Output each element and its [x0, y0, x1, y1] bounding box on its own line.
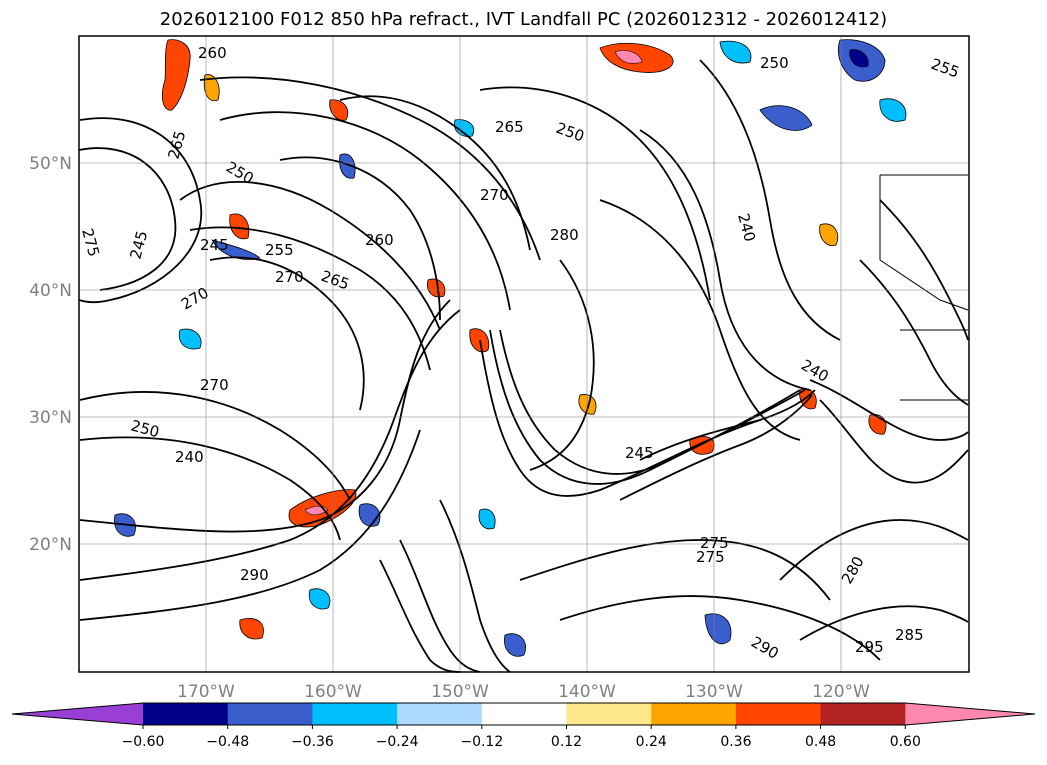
colorbar-tick-label: −0.24 — [376, 734, 419, 750]
gridlines — [79, 36, 969, 672]
lon-label: 130°W — [685, 682, 743, 702]
contour-label: 260 — [198, 44, 227, 62]
contour-label: 260 — [365, 231, 394, 249]
contour-label: 270 — [275, 268, 304, 286]
colorbar-segment — [735, 703, 822, 725]
colorbar: −0.60 −0.48 −0.36 −0.24 −0.12 0.12 0.24 0.36 0.4… — [11, 702, 1036, 750]
colorbar-tick-label: 0.60 — [890, 734, 921, 750]
colorbar-tick-label: 0.36 — [720, 734, 751, 750]
contour-label: 245 — [200, 236, 229, 254]
colorbar-segment — [481, 703, 567, 725]
contour-label: 245 — [625, 444, 654, 462]
colorbar-segment — [227, 703, 313, 725]
coastlines — [879, 174, 969, 401]
contour-label: 270 — [200, 376, 229, 394]
lat-label: 30°N — [29, 408, 72, 428]
colorbar-segment — [820, 703, 906, 725]
contour-label: 270 — [480, 186, 509, 204]
colorbar-tick-label: −0.48 — [206, 734, 249, 750]
colorbar-extend-low — [12, 703, 143, 725]
colorbar-segment — [143, 703, 229, 725]
contour-label: 275 — [700, 534, 729, 552]
colorbar-segment — [312, 703, 398, 725]
contour-label: 265 — [495, 118, 524, 136]
map-frame — [78, 35, 970, 673]
lat-label: 50°N — [29, 154, 72, 174]
colorbar-tick-label: 0.48 — [805, 734, 836, 750]
longitude-labels: 170°W 160°W 150°W 140°W 130°W 120°W — [177, 682, 870, 702]
lon-label: 140°W — [558, 682, 616, 702]
contour-label: 275 — [696, 548, 725, 566]
map-title: 2026012100 F012 850 hPa refract., IVT La… — [159, 9, 888, 30]
lon-label: 150°W — [431, 682, 489, 702]
colorbar-segment — [397, 703, 483, 725]
lat-label: 20°N — [29, 535, 72, 555]
lon-label: 120°W — [812, 682, 870, 702]
contour-label: 295 — [855, 638, 884, 656]
lat-label: 40°N — [29, 281, 72, 301]
contour-label: 250 — [760, 54, 789, 72]
colorbar-tick-label: −0.36 — [291, 734, 334, 750]
colorbar-tick-label: 0.12 — [551, 734, 582, 750]
contour-label: 280 — [550, 226, 579, 244]
lon-label: 160°W — [304, 682, 362, 702]
colorbar-extend-high — [905, 703, 1035, 725]
contour-lines — [78, 59, 969, 673]
contour-label: 255 — [265, 241, 294, 259]
colorbar-tick-label: −0.60 — [122, 734, 165, 750]
colorbar-tick-label: 0.24 — [636, 734, 667, 750]
colorbar-segment — [566, 703, 652, 725]
colorbar-tick-label: −0.12 — [460, 734, 503, 750]
contour-label: 285 — [895, 626, 924, 644]
contour-label: 240 — [175, 448, 204, 466]
colorbar-segment — [651, 703, 737, 725]
latitude-labels: 50°N 40°N 30°N 20°N — [29, 154, 72, 555]
lon-label: 170°W — [177, 682, 235, 702]
contour-label: 290 — [240, 566, 269, 584]
